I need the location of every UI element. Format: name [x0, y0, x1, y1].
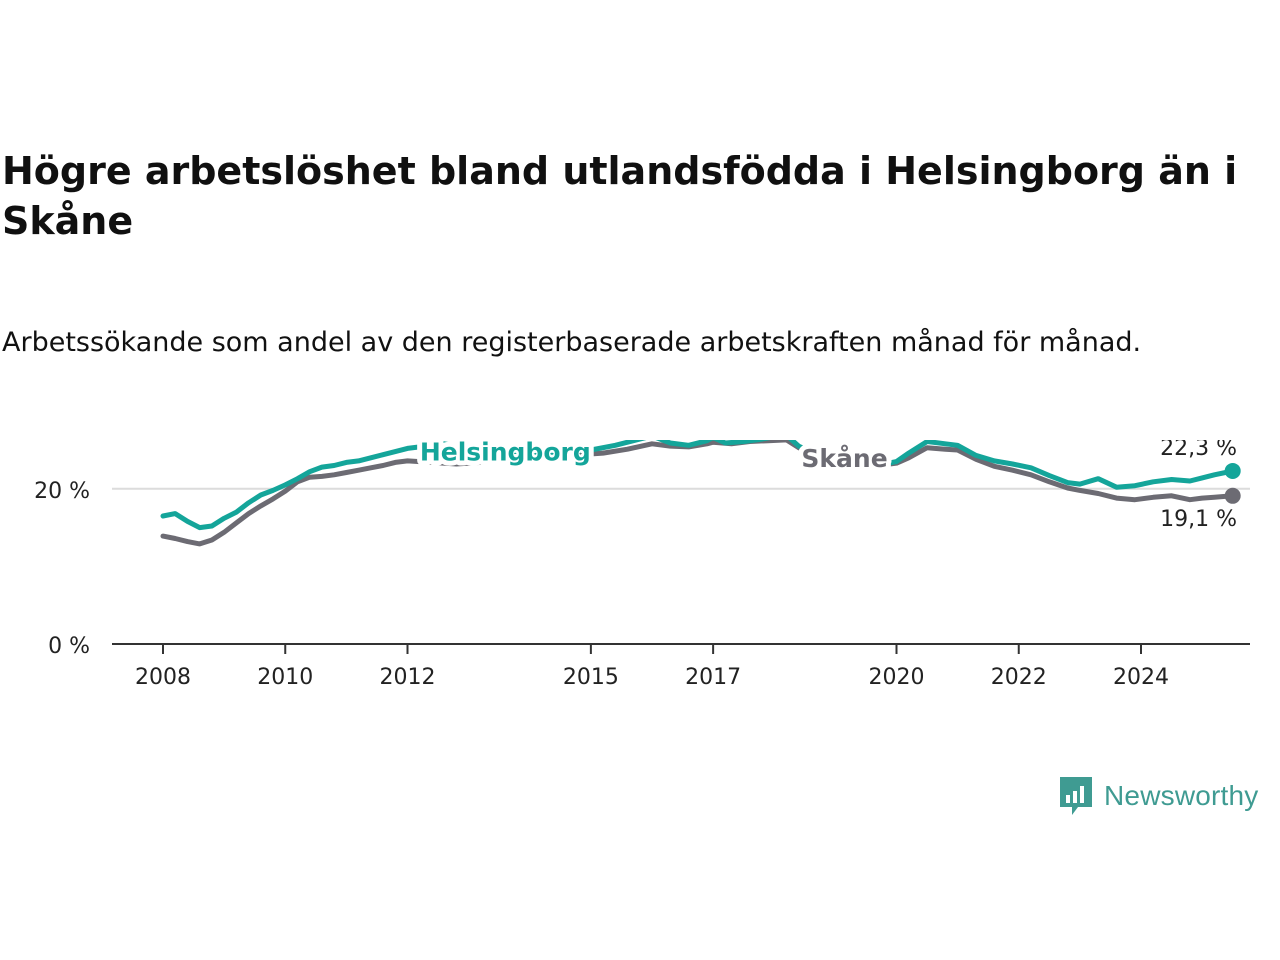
series-label-helsingborg: Helsingborg — [420, 440, 591, 467]
chart-subtitle: Arbetssökande som andel av den registerb… — [2, 327, 1142, 358]
end-label-skane: 19,1 % — [1160, 507, 1237, 532]
x-tick-label: 2010 — [257, 665, 313, 690]
x-tick-label: 2012 — [380, 665, 436, 690]
x-tick-label: 2022 — [991, 665, 1047, 690]
series-line-helsingborg — [160, 440, 1236, 531]
series-label-helsingborg-halo: Helsingborg — [420, 440, 591, 467]
x-tick-label: 2024 — [1113, 665, 1169, 690]
y-tick-label: 20 % — [34, 479, 90, 504]
chart-title: Högre arbetslöshet bland utlandsfödda i … — [2, 149, 1238, 243]
series-label-skane: Skåne — [801, 444, 887, 473]
series-label-skane-halo: Skåne — [801, 444, 887, 473]
series-endpoint-skane — [1224, 487, 1241, 504]
x-tick-label: 2017 — [685, 665, 741, 690]
brand-logo: Newsworthy — [1058, 772, 1258, 820]
end-label-helsingborg: 22,3 % — [1160, 440, 1237, 461]
x-tick-label: 2015 — [563, 665, 619, 690]
newsworthy-logo-icon — [1060, 777, 1092, 815]
line-chart: 0 % 20 % 2008 2010 2012 2015 2017 2020 2022 2024 2… — [34, 440, 1250, 690]
brand-name: Newsworthy — [1104, 780, 1259, 811]
y-tick-label: 0 % — [48, 634, 90, 659]
x-tick-label: 2020 — [869, 665, 925, 690]
series-line-skane — [160, 440, 1236, 547]
x-tick-label: 2008 — [135, 665, 191, 690]
series-endpoint-helsingborg — [1224, 462, 1241, 479]
